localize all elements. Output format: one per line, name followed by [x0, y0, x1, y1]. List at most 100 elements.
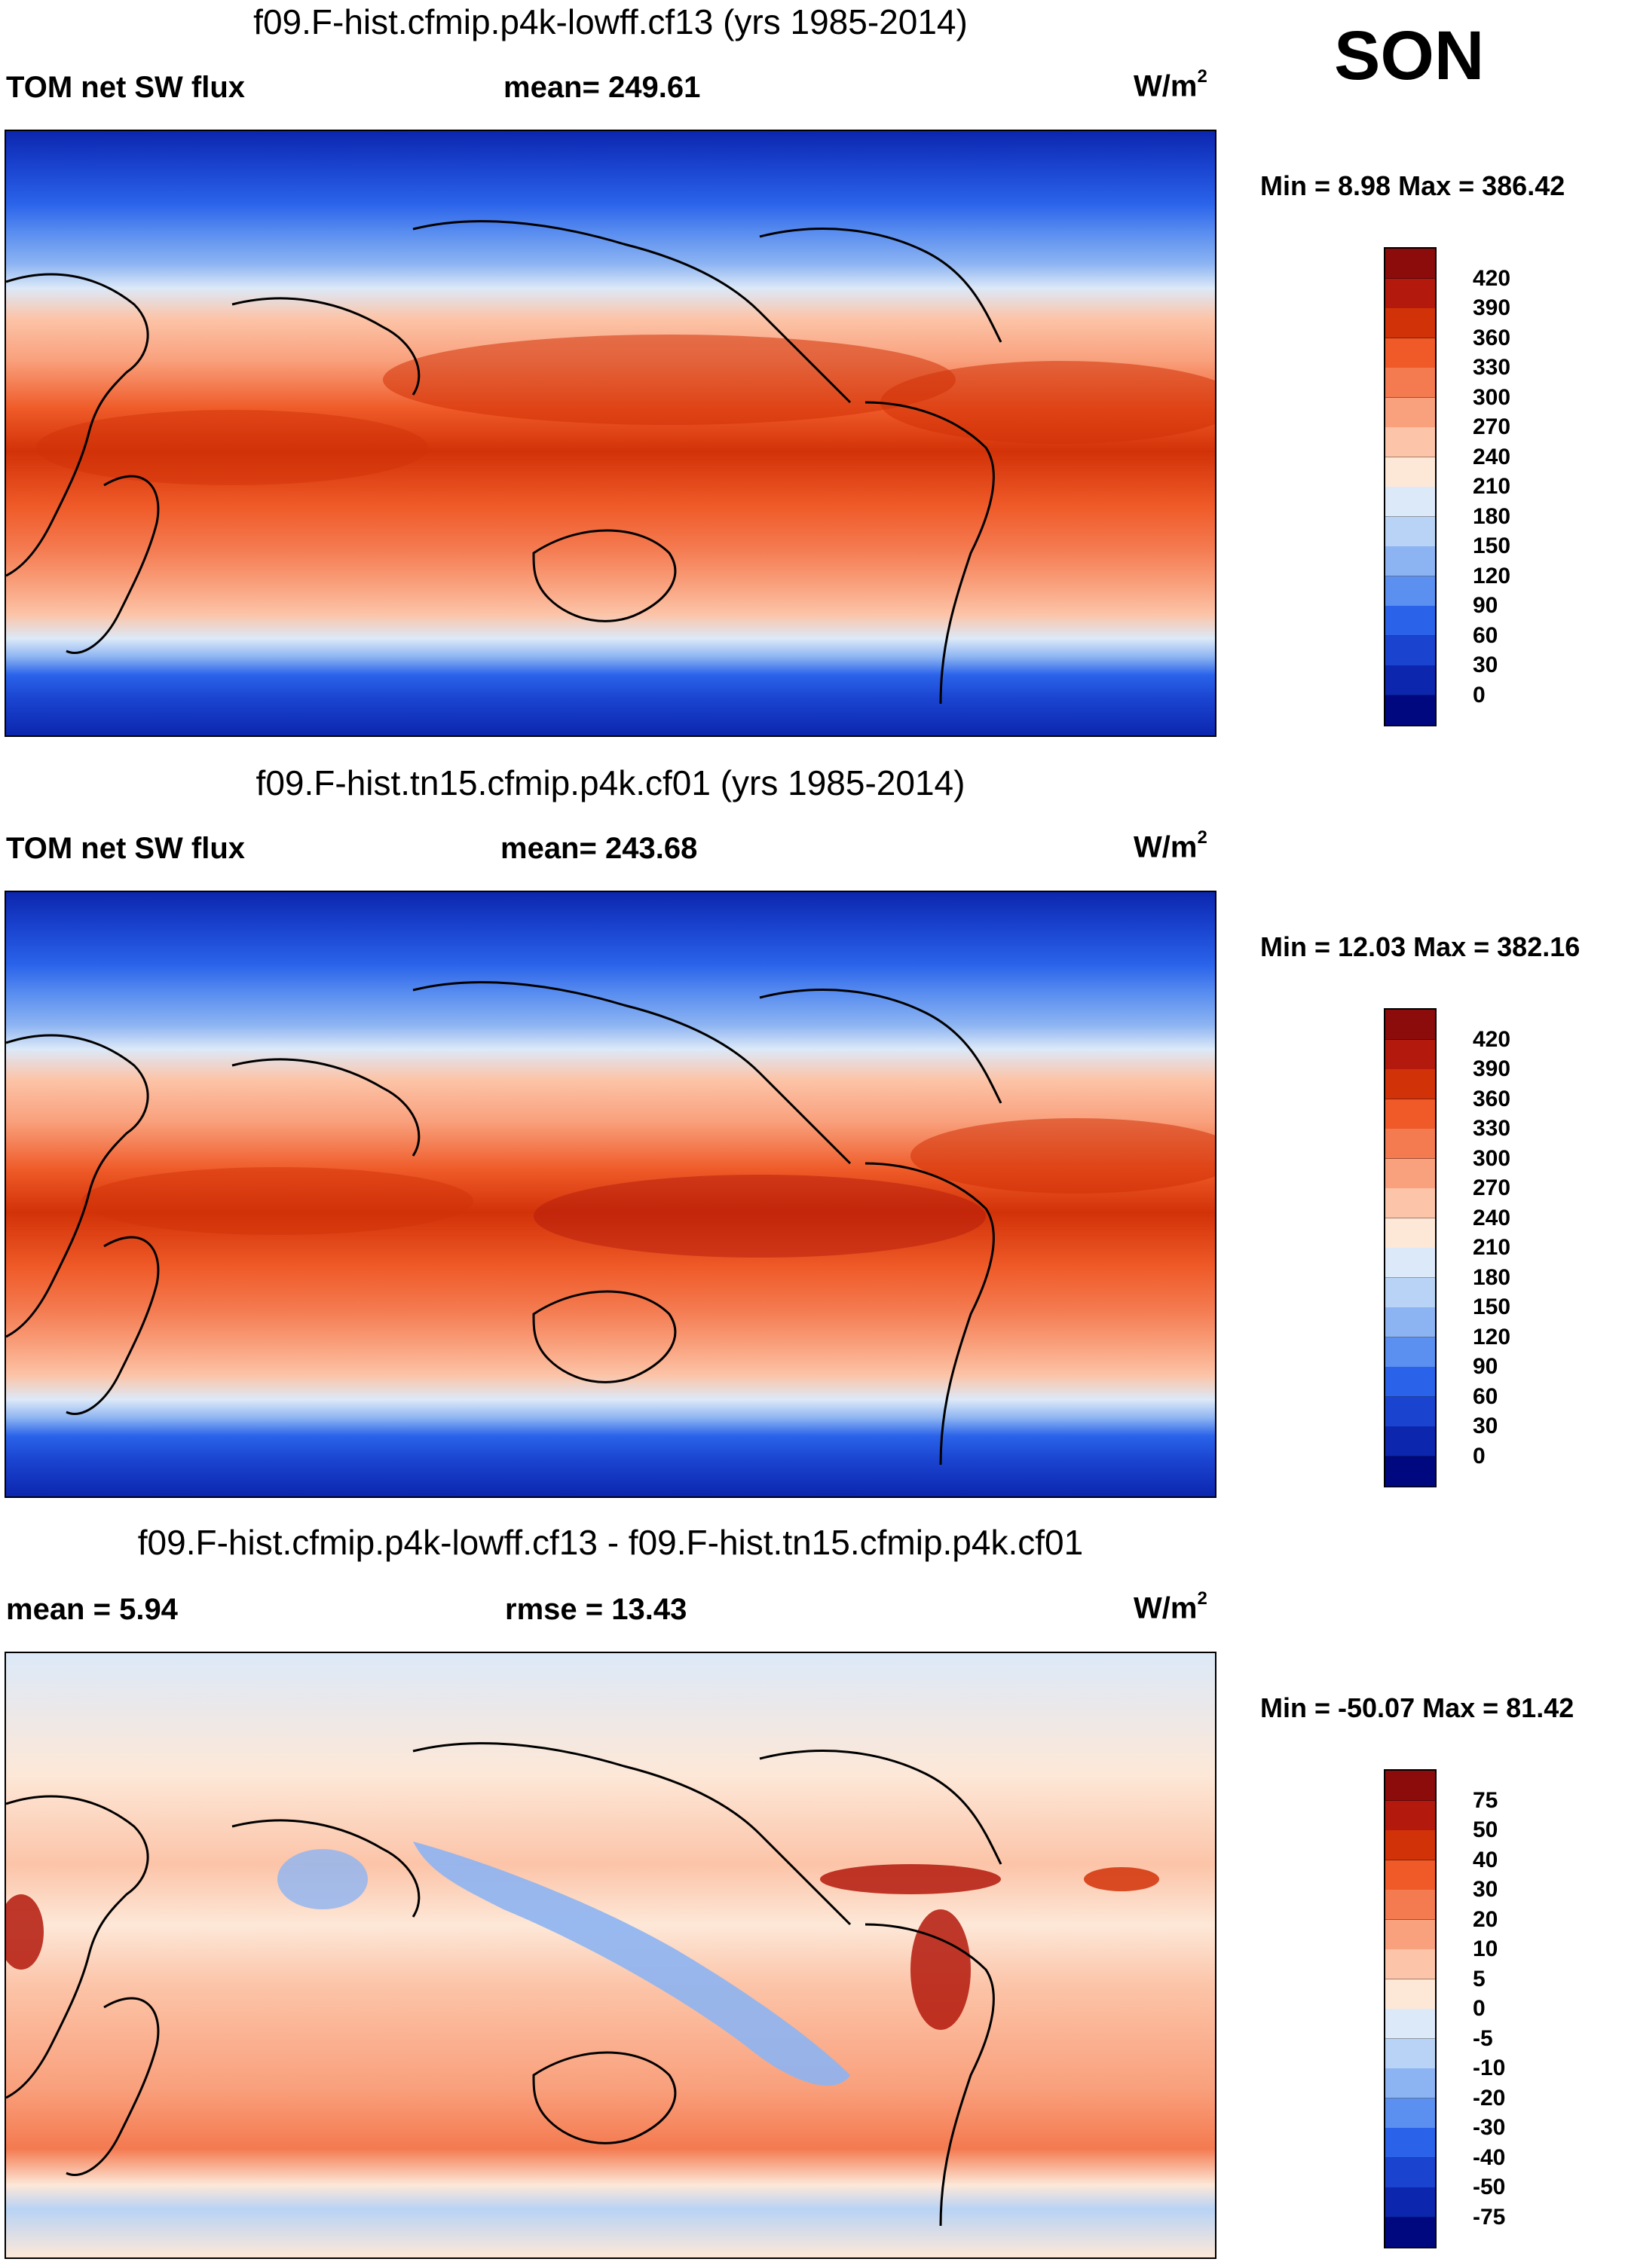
colorbar-swatch [1385, 338, 1435, 368]
colorbar-swatch [1385, 665, 1435, 695]
colorbar-swatch [1385, 1890, 1435, 1920]
panel-3-units: W/m2 [1134, 1588, 1207, 1625]
panel-2-coastlines [6, 981, 1002, 1466]
colorbar-tick-label: 90 [1473, 593, 1498, 618]
panel-1-map-svg [6, 131, 1215, 735]
colorbar-tick-label: 0 [1473, 1996, 1486, 2021]
colorbar-tick-label: -75 [1473, 2204, 1506, 2230]
colorbar-swatch [1385, 1188, 1435, 1218]
colorbar-tick-label: 300 [1473, 384, 1511, 410]
colorbar-swatch [1385, 457, 1435, 488]
colorbar-swatch [1385, 1426, 1435, 1456]
panel-1-units: W/m2 [1134, 66, 1207, 103]
colorbar-tick-label: 240 [1473, 1205, 1511, 1230]
colorbar-tick-label: 40 [1473, 1847, 1498, 1872]
colorbar-tick-label: 210 [1473, 474, 1511, 499]
panel-2-units: W/m2 [1134, 827, 1207, 864]
colorbar-tick-label: 90 [1473, 1354, 1498, 1379]
panel-3-mean-label: mean = 5.94 [6, 1593, 178, 1626]
colorbar-swatch [1385, 1010, 1435, 1040]
colorbar-tick-label: 50 [1473, 1817, 1498, 1842]
panel-3-title: f09.F-hist.cfmip.p4k-lowff.cf13 - f09.F-… [137, 1523, 1084, 1562]
colorbar-swatch [1385, 2157, 1435, 2188]
colorbar-tick-label: 360 [1473, 1086, 1511, 1111]
panel-2-colorbar: 420 390 360 330 300 270 240 210 180 150 120 90 60 30 0 [1384, 1008, 1610, 1487]
panel-1-colorbar: 420 390 360 330 300 270 240 210 180 150 120 90 60 30 0 [1384, 247, 1610, 726]
colorbar-swatch [1385, 1039, 1435, 1070]
colorbar-swatch [1385, 2038, 1435, 2069]
colorbar-swatch [1385, 1800, 1435, 1831]
colorbar-swatch [1385, 1337, 1435, 1368]
colorbar-swatch [1385, 1979, 1435, 2010]
colorbar-tick-label: 10 [1473, 1936, 1498, 1961]
panel-2-minmax: Min = 12.03 Max = 382.16 [1260, 931, 1581, 962]
colorbar-tick-label: 270 [1473, 414, 1511, 439]
colorbar-tick-label: 330 [1473, 355, 1511, 380]
colorbar-swatch [1385, 516, 1435, 547]
panel-2-map-svg [6, 892, 1215, 1496]
panel-2-map [5, 891, 1216, 1498]
colorbar-swatch [1385, 2128, 1435, 2158]
colorbar-swatch [1385, 368, 1435, 398]
colorbar-tick-label: 60 [1473, 622, 1498, 648]
colorbar-tick-label: 5 [1473, 1966, 1486, 1991]
colorbar-swatch [1385, 635, 1435, 666]
colorbar-tick-label: 180 [1473, 1264, 1511, 1290]
panel-3-colorbar-swatches [1384, 1769, 1437, 2248]
colorbar-tick-label: 75 [1473, 1787, 1498, 1813]
panel-2-mean-label: mean= 243.68 [500, 832, 698, 865]
panel-2-title: f09.F-hist.tn15.cfmip.p4k.cf01 (yrs 1985… [256, 763, 965, 802]
colorbar-tick-label: 330 [1473, 1116, 1511, 1141]
panel-3-colorbar: 75 50 40 30 20 10 5 0 -5 -10 -20 -30 -40 -50 -75 [1384, 1769, 1610, 2248]
panel-1-variable-label: TOM net SW flux [6, 71, 246, 104]
colorbar-swatch [1385, 695, 1435, 726]
season-label: SON [1334, 17, 1485, 94]
colorbar-tick-label: 420 [1473, 1026, 1511, 1052]
colorbar-swatch [1385, 546, 1435, 576]
colorbar-tick-label: 30 [1473, 1877, 1498, 1902]
panel-3-map [5, 1652, 1216, 2259]
colorbar-swatch [1385, 1396, 1435, 1427]
colorbar-tick-label: -30 [1473, 2115, 1506, 2140]
colorbar-swatch [1385, 1949, 1435, 1979]
colorbar-tick-label: 390 [1473, 295, 1511, 320]
colorbar-tick-label: -10 [1473, 2056, 1506, 2080]
colorbar-swatch [1385, 249, 1435, 279]
colorbar-swatch [1385, 1830, 1435, 1860]
colorbar-swatch [1385, 397, 1435, 428]
panel-3-rmse-label: rmse = 13.43 [505, 1593, 687, 1626]
colorbar-tick-label: 210 [1473, 1235, 1511, 1260]
colorbar-tick-label: 150 [1473, 533, 1511, 558]
colorbar-tick-label: 420 [1473, 265, 1511, 291]
colorbar-swatch [1385, 1099, 1435, 1129]
colorbar-tick-label: 60 [1473, 1383, 1498, 1409]
colorbar-swatch [1385, 1248, 1435, 1278]
colorbar-swatch [1385, 1129, 1435, 1159]
panel-3-minmax: Min = -50.07 Max = 81.42 [1260, 1692, 1574, 1723]
panel-3-map-svg [6, 1653, 1215, 2257]
colorbar-swatch [1385, 1277, 1435, 1308]
colorbar-tick-label: 20 [1473, 1906, 1498, 1932]
colorbar-swatch [1385, 1367, 1435, 1397]
colorbar-swatch [1385, 1158, 1435, 1189]
colorbar-tick-label: 360 [1473, 325, 1511, 350]
colorbar-tick-label: 240 [1473, 444, 1511, 469]
colorbar-tick-label: 150 [1473, 1294, 1511, 1319]
colorbar-swatch [1385, 1069, 1435, 1099]
colorbar-swatch [1385, 487, 1435, 517]
colorbar-tick-label: 120 [1473, 1324, 1511, 1349]
colorbar-swatch [1385, 2098, 1435, 2129]
colorbar-tick-label: 300 [1473, 1145, 1511, 1171]
panel-1-minmax: Min = 8.98 Max = 386.42 [1260, 170, 1565, 201]
panel-3-coastlines [6, 1742, 1002, 2227]
colorbar-tick-label: -40 [1473, 2144, 1506, 2170]
colorbar-tick-label: -20 [1473, 2085, 1506, 2111]
colorbar-tick-label: 30 [1473, 653, 1498, 677]
colorbar-tick-label: -50 [1473, 2175, 1506, 2199]
panel-1-title: f09.F-hist.cfmip.p4k-lowff.cf13 (yrs 198… [253, 2, 968, 41]
colorbar-tick-label: 180 [1473, 503, 1511, 529]
colorbar-swatch [1385, 1860, 1435, 1891]
colorbar-tick-label: 30 [1473, 1414, 1498, 1438]
panel-1-coastlines [6, 220, 1002, 705]
colorbar-swatch [1385, 1218, 1435, 1249]
